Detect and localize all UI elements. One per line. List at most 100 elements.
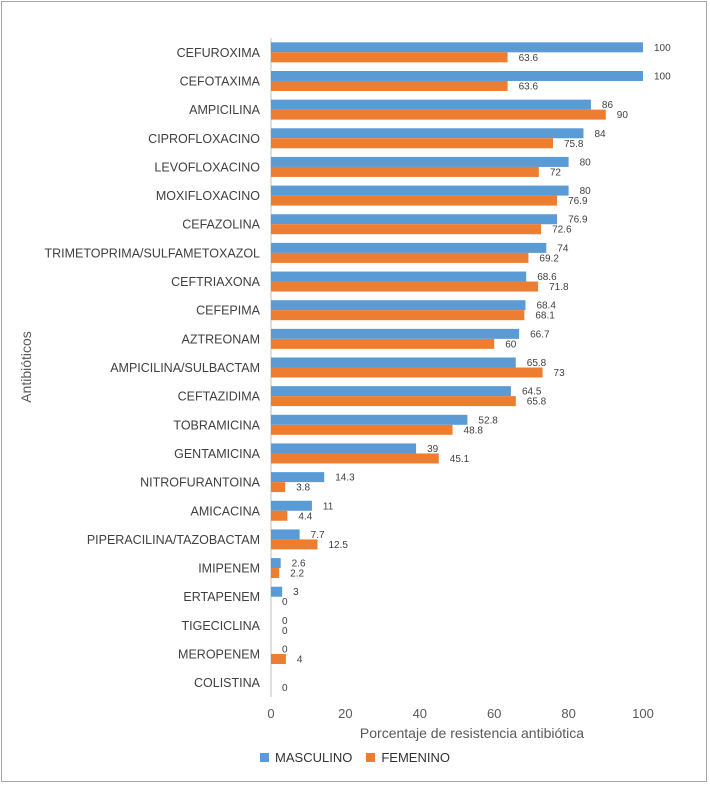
category-label: AMPICILINA [189, 103, 261, 117]
data-label-masculino: 3 [293, 587, 299, 598]
data-label-femenino: 76.9 [568, 196, 588, 207]
legend: MASCULINO FEMENINO [0, 750, 710, 765]
bar-femenino [271, 654, 286, 665]
category-label: CEFOTAXIMA [180, 74, 261, 88]
bar-masculino [271, 242, 547, 253]
bar-masculino [271, 529, 300, 540]
x-tick-label: 80 [561, 706, 575, 721]
category-label: AZTREONAM [182, 332, 260, 346]
data-label-masculino: 64.5 [522, 387, 542, 398]
data-label-femenino: 3.8 [296, 483, 310, 494]
category-label: CEFAZOLINA [182, 218, 260, 232]
data-label-femenino: 48.8 [464, 425, 484, 436]
x-tick-label: 60 [487, 706, 501, 721]
bar-masculino [271, 185, 569, 196]
data-label-masculino: 0 [282, 645, 288, 656]
bar-femenino [271, 510, 288, 521]
data-label-masculino: 68.4 [536, 301, 556, 312]
data-label-masculino: 14.3 [335, 473, 355, 484]
bar-masculino [271, 357, 516, 368]
bar-masculino [271, 128, 584, 139]
data-label-femenino: 72.6 [552, 225, 572, 236]
bar-masculino [271, 300, 526, 311]
category-label: TIGECICLINA [182, 619, 261, 633]
data-label-femenino: 68.1 [535, 311, 555, 322]
bar-femenino [271, 195, 558, 206]
data-label-masculino: 80 [580, 157, 592, 168]
bar-masculino [271, 328, 520, 339]
data-label-masculino: 0 [282, 616, 288, 627]
bar-femenino [271, 367, 543, 378]
category-label: PIPERACILINA/TAZOBACTAM [87, 533, 260, 547]
data-label-masculino: 7.7 [311, 530, 325, 541]
category-label: TRIMETOPRIMA/SULFAMETOXAZOL [44, 246, 260, 260]
bar-femenino [271, 338, 495, 349]
bar-femenino [271, 252, 529, 263]
category-label: MOXIFLOXACINO [156, 189, 260, 203]
category-label: NITROFURANTOINA [140, 476, 261, 490]
data-label-femenino: 12.5 [329, 540, 349, 551]
bar-masculino [271, 70, 643, 81]
x-tick-label: 20 [338, 706, 352, 721]
x-tick-label: 0 [267, 706, 274, 721]
category-label: TOBRAMICINA [173, 418, 260, 432]
data-label-masculino: 39 [427, 444, 439, 455]
category-label: AMICACINA [191, 504, 261, 518]
category-label: CIPROFLOXACINO [148, 132, 260, 146]
bar-masculino [271, 500, 312, 511]
bar-femenino [271, 109, 606, 120]
legend-item-femenino: FEMENINO [366, 750, 450, 765]
bar-masculino [271, 443, 417, 454]
category-label: COLISTINA [194, 676, 261, 690]
data-label-masculino: 84 [594, 129, 606, 140]
data-label-masculino: 52.8 [478, 415, 498, 426]
data-label-femenino: 0 [282, 597, 288, 608]
data-label-masculino: 100 [654, 71, 671, 82]
bar-femenino [271, 281, 539, 292]
legend-label-masculino: MASCULINO [275, 750, 353, 765]
data-label-masculino: 86 [602, 100, 614, 111]
bar-femenino [271, 482, 286, 493]
bar-masculino [271, 42, 643, 53]
bar-masculino [271, 386, 511, 397]
bar-femenino [271, 80, 508, 91]
legend-item-masculino: MASCULINO [260, 750, 352, 765]
data-label-masculino: 76.9 [568, 215, 588, 226]
data-label-masculino: 68.6 [537, 272, 557, 283]
data-label-femenino: 60 [505, 339, 517, 350]
bar-femenino [271, 568, 280, 579]
category-label: CEFTAZIDIMA [178, 390, 261, 404]
x-tick-label: 40 [413, 706, 427, 721]
data-label-femenino: 71.8 [549, 282, 569, 293]
bar-femenino [271, 310, 525, 321]
bar-femenino [271, 52, 508, 63]
category-label: GENTAMICINA [174, 447, 261, 461]
category-label: CEFEPIMA [196, 304, 261, 318]
bar-masculino [271, 586, 283, 597]
bar-masculino [271, 214, 558, 225]
bar-masculino [271, 99, 591, 110]
y-axis-title: Antibióticos [18, 331, 34, 403]
bar-masculino [271, 156, 569, 167]
category-label: CEFTRIAXONA [171, 275, 261, 289]
bar-femenino [271, 424, 453, 435]
category-label: ERTAPENEM [183, 590, 260, 604]
data-label-femenino: 45.1 [450, 454, 470, 465]
data-label-femenino: 90 [617, 110, 629, 121]
data-label-femenino: 4.4 [298, 511, 312, 522]
bar-masculino [271, 558, 281, 569]
legend-swatch-masculino [260, 753, 270, 762]
bar-masculino [271, 271, 527, 282]
bar-femenino [271, 138, 553, 149]
x-axis-title: Porcentaje de resistencia antibiótica [360, 725, 584, 741]
data-label-femenino: 63.6 [519, 53, 539, 64]
category-label: IMIPENEM [198, 562, 260, 576]
data-label-femenino: 2.2 [290, 569, 304, 580]
data-label-femenino: 69.2 [539, 253, 559, 264]
x-tick-label: 100 [632, 706, 654, 721]
data-label-femenino: 0 [282, 626, 288, 637]
data-label-femenino: 72 [550, 167, 562, 178]
bar-femenino [271, 224, 542, 235]
data-label-masculino: 80 [580, 186, 592, 197]
